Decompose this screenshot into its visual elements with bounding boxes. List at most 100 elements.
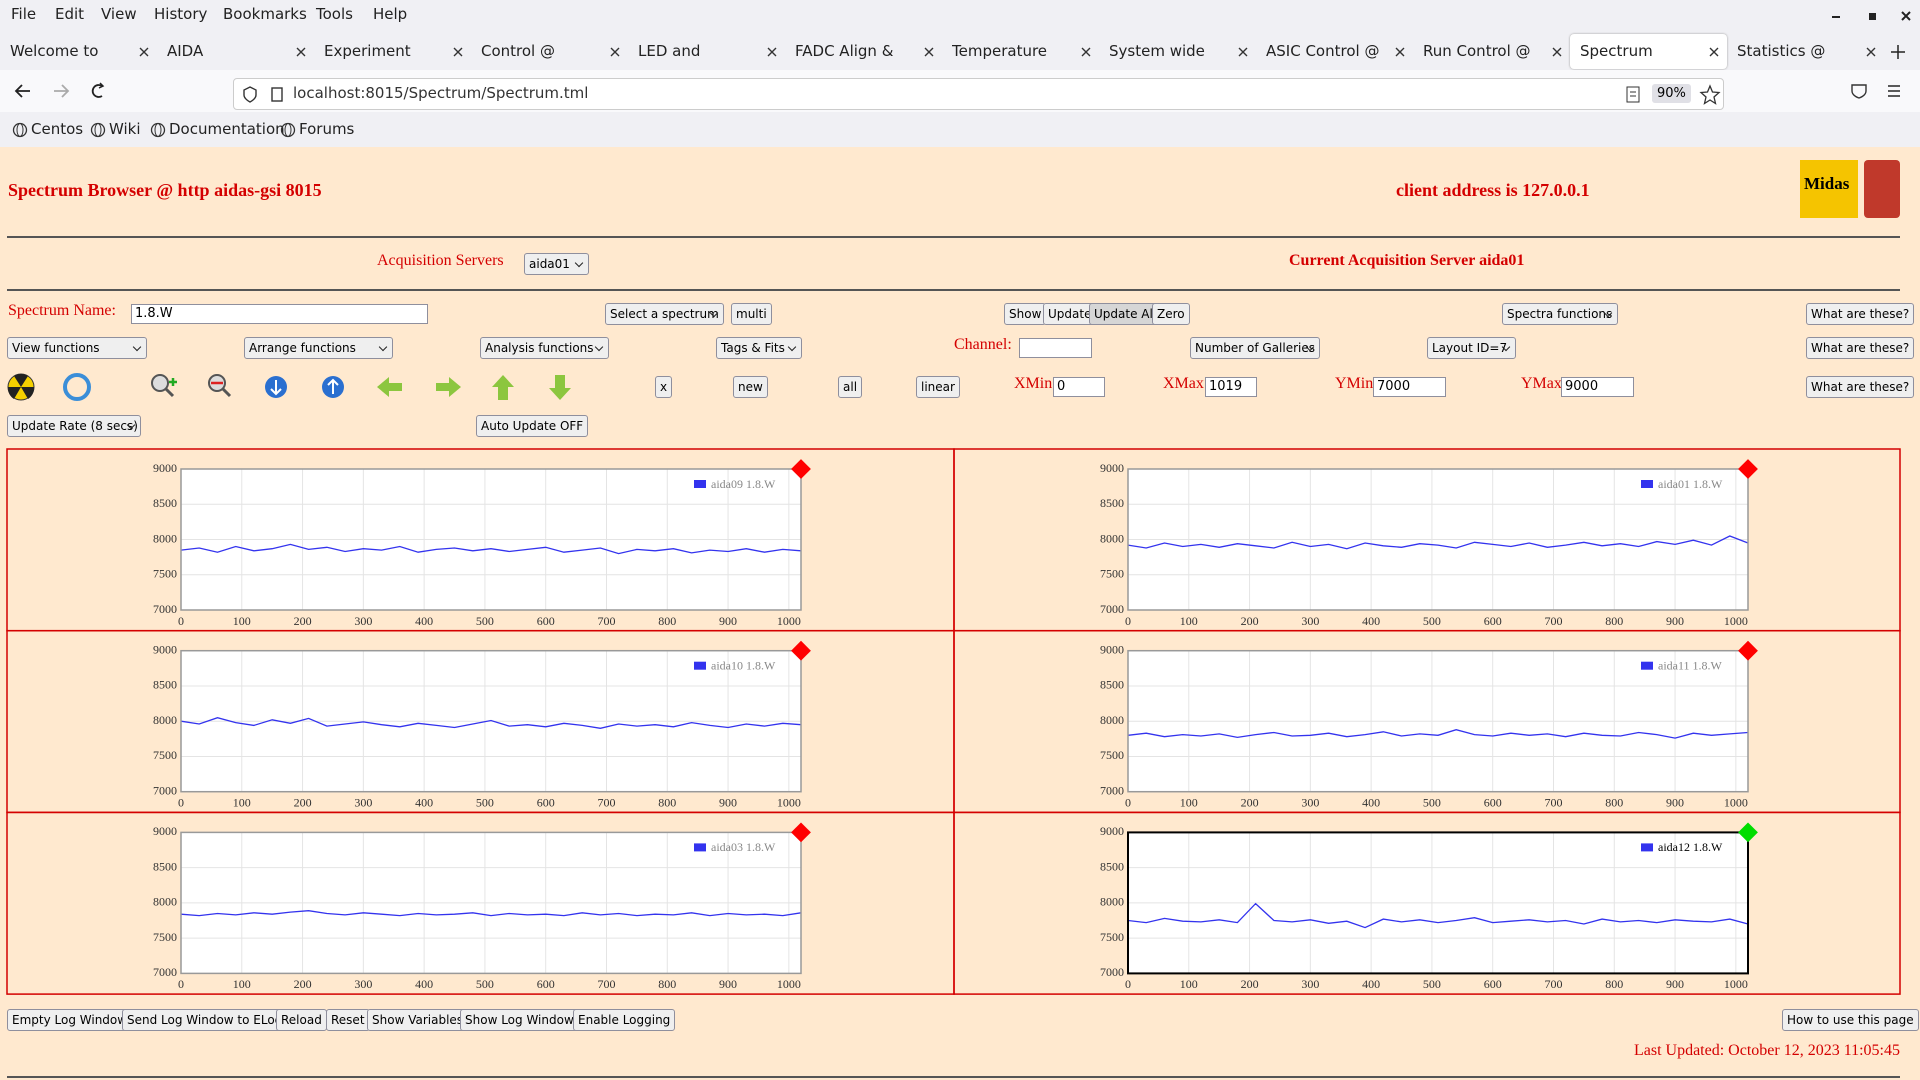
menu-item[interactable]: Edit <box>55 5 85 23</box>
logo-text: Midas <box>1804 174 1850 193</box>
ymax-input[interactable]: 9000 <box>1561 377 1634 397</box>
plot-frame <box>180 649 802 793</box>
legend-label: aida03 1.8.W <box>711 840 776 854</box>
how-to-button[interactable]: How to use this page <box>1782 1009 1919 1031</box>
analysis-functions[interactable]: Analysis functions <box>480 337 609 359</box>
menu-item[interactable]: View <box>101 5 137 23</box>
update-all-button[interactable]: Update All <box>1089 303 1162 325</box>
tags-fits[interactable]: Tags & Fits <box>716 337 802 359</box>
tab[interactable]: ASIC Control @ ai <box>1256 34 1413 69</box>
footer-button[interactable]: Show Variables <box>367 1009 469 1031</box>
zoom-level[interactable]: 90% <box>1652 84 1691 103</box>
tab[interactable]: Control @ aidas-g <box>471 34 628 69</box>
legend-swatch <box>1641 843 1653 852</box>
spectra-functions[interactable]: Spectra functions <box>1502 303 1618 325</box>
x-tick-label: 800 <box>658 977 676 991</box>
window-controls[interactable] <box>1820 6 1920 26</box>
spectrum-line <box>180 717 802 729</box>
tab[interactable]: Spectrum Browser <box>1570 34 1727 69</box>
xmin-input[interactable]: 0 <box>1053 377 1105 397</box>
zero-button[interactable]: Zero <box>1152 303 1190 325</box>
show-button[interactable]: Show <box>1004 303 1047 325</box>
xmax-input[interactable]: 1019 <box>1205 377 1257 397</box>
update-rate[interactable]: Update Rate (8 secs) <box>7 415 141 437</box>
spectrum-name-input[interactable]: 1.8.W <box>131 304 428 324</box>
x-tick-label: 500 <box>1423 614 1441 628</box>
url-bar[interactable]: localhost:8015/Spectrum/Spectrum.tml 90% <box>233 78 1724 110</box>
plot-frame <box>1127 649 1749 793</box>
menu-item[interactable]: History <box>154 5 208 23</box>
linear-button[interactable]: linear <box>916 376 960 398</box>
x-tick-label: 800 <box>1605 614 1623 628</box>
update-button[interactable]: Update <box>1043 303 1097 325</box>
channel-input[interactable] <box>1019 338 1092 358</box>
all-button[interactable]: all <box>838 376 863 398</box>
acq-select[interactable]: aida01 <box>524 253 589 275</box>
tab[interactable]: Statistics @ aidas- <box>1727 34 1884 69</box>
y-tick-label: 7000 <box>153 602 177 616</box>
view-functions[interactable]: View functions <box>7 337 147 359</box>
menu-item[interactable]: Bookmarks <box>223 5 307 23</box>
y-tick-label: 7000 <box>1100 602 1124 616</box>
new-button[interactable]: new <box>733 376 768 398</box>
legend-label: aida10 1.8.W <box>711 658 776 672</box>
tab[interactable]: Welcome to CentO <box>0 34 157 69</box>
nav-buttons[interactable] <box>10 78 120 104</box>
y-tick-label: 7000 <box>153 965 177 979</box>
arrange-functions[interactable]: Arrange functions <box>244 337 393 359</box>
x-tick-label: 600 <box>537 795 555 809</box>
reader-icon[interactable] <box>1624 85 1644 105</box>
select-spectrum[interactable]: Select a spectrum <box>605 303 724 325</box>
close-icon <box>1081 47 1091 57</box>
help-button[interactable]: What are these? <box>1806 337 1915 359</box>
x-tick-label: 900 <box>1666 795 1684 809</box>
menu-item[interactable]: Help <box>373 5 408 23</box>
x-tick-label: 200 <box>294 795 312 809</box>
tab[interactable]: FADC Align & Con <box>785 34 942 69</box>
tab[interactable]: LED and Wavefor <box>628 34 785 69</box>
xmax-label: XMax <box>1163 375 1204 392</box>
bookmark[interactable]: Wiki <box>109 120 141 138</box>
footer-button[interactable]: Reset <box>326 1009 370 1031</box>
tab-close <box>1238 47 1248 57</box>
x-tick-label: 900 <box>1666 977 1684 991</box>
tab[interactable]: AIDA <box>157 34 314 69</box>
bookmark[interactable]: Centos <box>31 120 84 138</box>
x-tick-label: 900 <box>719 614 737 628</box>
legend-swatch <box>694 480 706 488</box>
tab[interactable]: System wide Chec <box>1099 34 1256 69</box>
y-tick-label: 8500 <box>1100 859 1124 873</box>
x-button[interactable]: x <box>655 376 673 398</box>
galleries-select[interactable]: Number of Galleries <box>1190 337 1320 359</box>
spectrum-line <box>1127 729 1749 739</box>
plot-frame <box>1127 468 1749 611</box>
multi-button[interactable]: multi <box>731 303 772 325</box>
ymin-input[interactable]: 7000 <box>1373 377 1446 397</box>
help-button[interactable]: What are these? <box>1806 376 1915 398</box>
separator <box>7 289 1900 291</box>
tab[interactable]: Temperature and s <box>942 34 1099 69</box>
new-tab[interactable] <box>1888 42 1908 62</box>
globe <box>284 123 292 137</box>
toolbar-icons[interactable] <box>0 368 600 408</box>
tab[interactable]: Experiment Contro <box>314 34 471 69</box>
bookmark[interactable]: Documentation <box>169 120 285 138</box>
footer-button[interactable]: Empty Log Window <box>7 1009 133 1031</box>
tab[interactable]: Run Control @ aid <box>1413 34 1570 69</box>
footer-button[interactable]: Reload <box>276 1009 327 1031</box>
menu-item[interactable]: Tools <box>316 5 353 23</box>
auto-update-button[interactable]: Auto Update OFF <box>476 415 589 437</box>
help-button[interactable]: What are these? <box>1806 303 1915 325</box>
tab-title: FADC Align & Con <box>795 42 894 60</box>
footer-button[interactable]: Enable Logging <box>573 1009 676 1031</box>
menu-item[interactable]: File <box>11 5 37 23</box>
bookmark-star[interactable] <box>1699 84 1721 106</box>
x-tick-label: 800 <box>1605 977 1623 991</box>
footer-button[interactable]: Send Log Window to ELog <box>122 1009 288 1031</box>
tab-title: Experiment Contro <box>324 42 411 60</box>
layout-select[interactable]: Layout ID=7 <box>1427 337 1516 359</box>
close-icon <box>139 47 149 57</box>
bookmark[interactable]: Forums <box>299 120 355 138</box>
toolbar-icons[interactable] <box>1848 80 1912 102</box>
footer-button[interactable]: Show Log Window <box>460 1009 579 1031</box>
